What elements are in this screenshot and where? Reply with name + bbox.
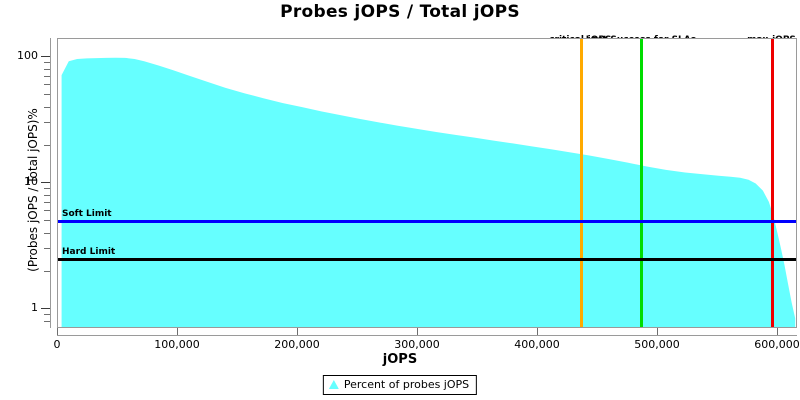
y-tick	[44, 232, 50, 234]
y-tick	[41, 308, 50, 310]
y-tick	[41, 56, 50, 58]
y-axis-title: (Probes jOPS / Total jOPS)%	[26, 108, 40, 272]
x-tick-label: 200,000	[274, 338, 320, 351]
x-tick-label: 500,000	[634, 338, 680, 351]
y-tick	[44, 68, 50, 70]
horizontal-marker-label-hard-limit: Hard Limit	[62, 247, 116, 258]
y-tick-label: 1	[31, 301, 38, 315]
x-tick	[536, 328, 538, 335]
y-tick	[41, 182, 50, 184]
x-axis-line	[57, 335, 797, 336]
vertical-marker-last-success-for-slas	[640, 39, 644, 327]
y-tick	[44, 194, 50, 196]
y-tick	[44, 201, 50, 203]
plot-area: Soft Limit Hard Limit	[57, 38, 797, 328]
y-tick	[44, 84, 50, 86]
x-tick	[296, 328, 298, 335]
y-tick	[44, 106, 50, 108]
y-tick-label: 10	[24, 175, 38, 189]
x-tick	[776, 328, 778, 335]
y-tick	[44, 122, 50, 124]
x-tick-label: 400,000	[514, 338, 560, 351]
x-tick	[57, 328, 58, 335]
y-tick	[44, 210, 50, 212]
x-tick-label: 300,000	[394, 338, 440, 351]
y-tick	[44, 94, 50, 96]
series-path-percent-of-probes-jops	[61, 57, 796, 327]
y-tick	[44, 188, 50, 190]
y-tick	[44, 75, 50, 77]
vertical-marker-max-jOPS	[771, 39, 775, 327]
horizontal-marker-soft-limit	[58, 219, 796, 223]
y-tick	[44, 320, 50, 322]
vertical-marker-critical-jOPS	[579, 39, 583, 327]
y-tick	[44, 248, 50, 250]
page-title: Probes jOPS / Total jOPS	[280, 2, 520, 22]
legend-swatch-icon	[328, 380, 339, 389]
y-tick-label: 100	[17, 49, 38, 63]
horizontal-marker-hard-limit	[58, 257, 796, 261]
horizontal-marker-label-soft-limit: Soft Limit	[62, 209, 112, 220]
x-tick-label: 600,000	[754, 338, 800, 351]
legend-label: Percent of probes jOPS	[343, 378, 470, 391]
y-tick	[44, 314, 50, 316]
x-tick	[656, 328, 658, 335]
x-tick	[176, 328, 178, 335]
x-tick-label: 100,000	[154, 338, 200, 351]
y-tick	[44, 62, 50, 64]
legend: Percent of probes jOPS	[322, 375, 478, 395]
y-tick	[44, 220, 50, 222]
x-tick	[416, 328, 418, 335]
x-axis-title: jOPS	[382, 352, 418, 367]
y-tick	[44, 270, 50, 272]
y-axis-line	[50, 38, 51, 328]
y-tick	[44, 144, 50, 146]
x-tick-label: 0	[53, 338, 61, 351]
area-series	[61, 57, 796, 327]
